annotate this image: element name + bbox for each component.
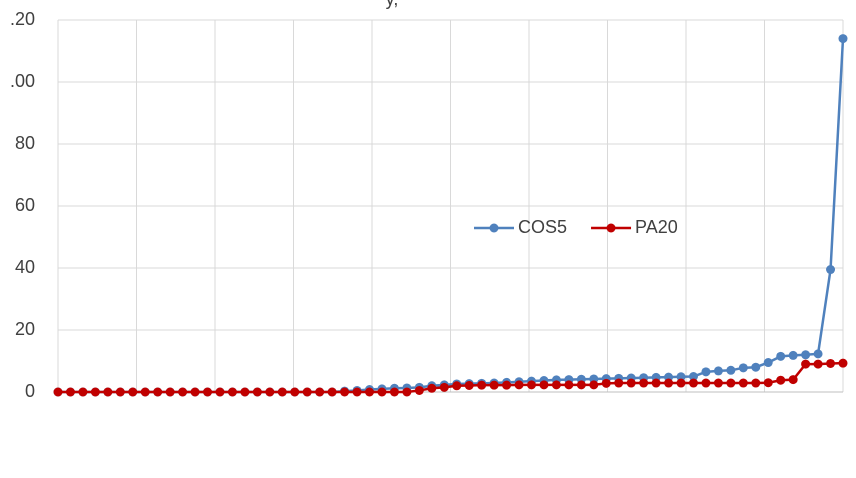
y-tick-label: 40: [15, 257, 35, 277]
point: [227, 387, 237, 397]
point: [676, 372, 686, 382]
point: [776, 375, 786, 385]
point: [801, 359, 811, 369]
y-tick-label: 60: [15, 195, 35, 215]
y-tick-label: .00: [10, 71, 35, 91]
point: [713, 366, 723, 376]
point: [639, 378, 649, 388]
point: [564, 380, 574, 390]
point: [489, 380, 499, 390]
point: [664, 378, 674, 388]
point: [589, 380, 599, 390]
y-tick-label: 80: [15, 133, 35, 153]
point: [688, 372, 698, 381]
point: [290, 387, 300, 397]
point: [277, 387, 287, 397]
point: [626, 378, 636, 388]
y-tick-label: 20: [15, 319, 35, 339]
point: [53, 387, 63, 397]
point: [801, 350, 811, 360]
series-line: [58, 361, 844, 394]
point: [165, 387, 175, 397]
point: [763, 358, 773, 368]
point: [302, 387, 312, 397]
point: [838, 34, 848, 44]
point: [252, 387, 262, 397]
point: [65, 387, 75, 397]
point: [701, 378, 711, 388]
point: [464, 380, 474, 390]
legend-marker: [489, 223, 499, 233]
point: [651, 378, 661, 388]
point: [115, 387, 125, 397]
point: [813, 359, 823, 369]
point: [576, 380, 586, 390]
point: [327, 387, 337, 397]
point: [726, 378, 736, 388]
point: [427, 383, 437, 393]
point: [726, 365, 736, 375]
point: [103, 387, 113, 397]
point: [502, 380, 512, 390]
point: [477, 380, 487, 390]
point: [601, 378, 611, 388]
point: [688, 378, 698, 388]
point: [365, 387, 375, 397]
point: [315, 387, 325, 397]
point: [539, 380, 549, 390]
point: [78, 387, 88, 397]
point: [614, 378, 624, 388]
point: [813, 349, 823, 359]
point: [751, 378, 761, 388]
y-tick-label: .20: [10, 9, 35, 29]
legend-label: PA20: [635, 217, 678, 237]
point: [751, 362, 761, 372]
point: [452, 381, 462, 391]
point: [128, 387, 138, 397]
point: [265, 387, 275, 397]
point: [178, 387, 188, 397]
point: [153, 387, 163, 397]
point: [738, 363, 748, 373]
point: [190, 387, 200, 397]
point: [514, 380, 524, 390]
point: [352, 387, 362, 397]
legend-label: COS5: [518, 217, 567, 237]
point: [738, 378, 748, 388]
chart-title: y,: [386, 0, 399, 9]
legend-item: COS5: [474, 217, 567, 237]
point: [676, 378, 686, 388]
point: [90, 387, 100, 397]
point: [526, 380, 536, 390]
point: [140, 387, 150, 397]
point: [402, 387, 412, 397]
point: [389, 387, 399, 397]
point: [788, 350, 798, 360]
point: [377, 387, 387, 397]
point: [838, 358, 848, 368]
point: [215, 387, 225, 397]
point: [713, 378, 723, 388]
point: [439, 382, 449, 392]
point: [240, 387, 250, 397]
point: [826, 265, 836, 275]
point: [340, 387, 350, 397]
point: [763, 378, 773, 388]
point: [826, 358, 836, 368]
point: [701, 367, 711, 377]
legend-item: PA20: [591, 217, 678, 237]
point: [776, 351, 786, 361]
point: [551, 380, 561, 390]
legend-marker: [606, 223, 616, 233]
point: [788, 375, 798, 385]
y-tick-label: 0: [25, 381, 35, 401]
point: [203, 387, 213, 397]
point: [414, 385, 424, 395]
